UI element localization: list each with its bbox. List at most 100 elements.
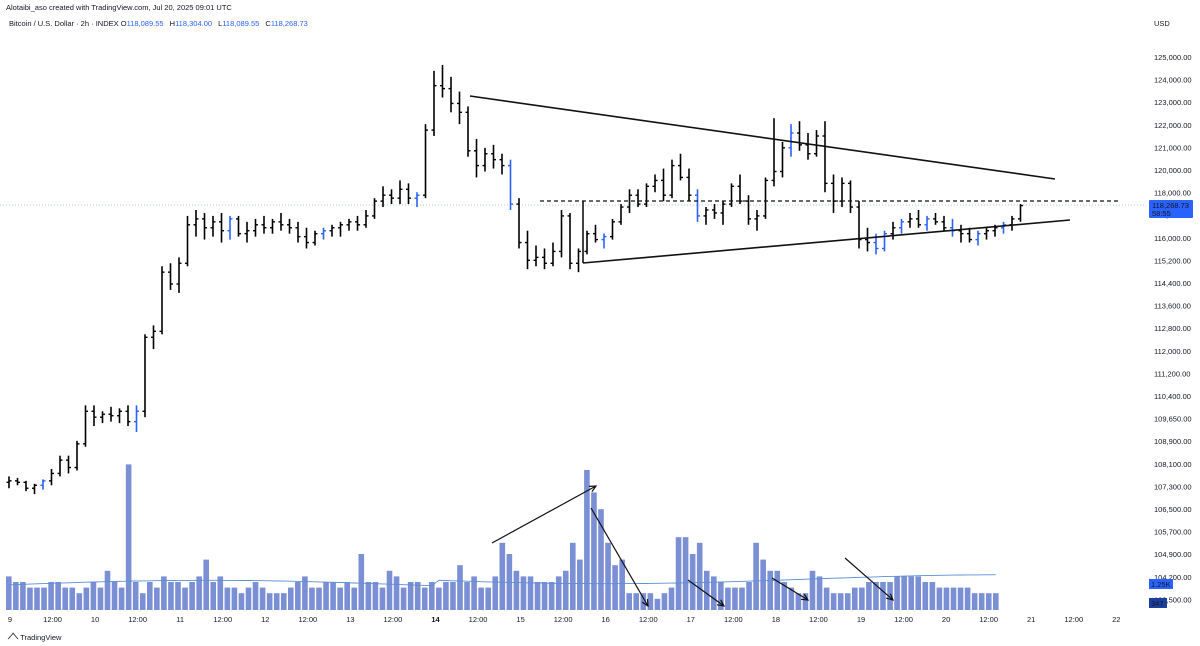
volume-bar [859, 587, 865, 610]
volume-bar [816, 576, 823, 610]
volume-bar [802, 593, 809, 610]
volume-bar [76, 593, 83, 610]
volume-bar [485, 587, 491, 610]
symbol-legend: Bitcoin / U.S. Dollar · 2h · INDEX O118,… [9, 19, 312, 28]
price-tick-label: 121,000.00 [1154, 143, 1192, 152]
volume-arrow-head [800, 593, 810, 601]
volume-bar [20, 582, 26, 610]
volume-bar [400, 587, 407, 610]
volume-bar [993, 593, 999, 610]
volume-bar [675, 537, 682, 610]
volume-bar [351, 587, 358, 610]
volume-bar [478, 587, 484, 610]
volume-bar [41, 587, 47, 610]
price-tick-label: 124,000.00 [1154, 76, 1192, 85]
time-tick-label: 12:00 [639, 615, 658, 624]
volume-bar [732, 587, 738, 610]
time-tick-label: 16 [602, 615, 610, 624]
volume-bar [421, 587, 428, 610]
volume-bar [132, 582, 139, 610]
time-tick-label: 17 [687, 615, 695, 624]
volume-bar [323, 582, 329, 610]
volume-bar [386, 570, 393, 610]
volume-bar [189, 582, 195, 610]
volume-bar [379, 587, 386, 610]
volume-arrow-head [588, 485, 598, 493]
volume-bar [548, 582, 555, 610]
volume-bar [295, 582, 301, 610]
price-tick-label: 108,100.00 [1154, 460, 1192, 469]
volume-ma-badge [1149, 579, 1173, 589]
volume-bar [365, 582, 372, 610]
time-tick-label: 20 [942, 615, 950, 624]
volume-bar [591, 492, 597, 610]
price-tick-label: 122,000.00 [1154, 121, 1192, 130]
time-tick-label: 19 [857, 615, 865, 624]
time-tick-label: 12:00 [384, 615, 403, 624]
volume-bar [393, 576, 400, 610]
volume-badge [1149, 598, 1167, 608]
time-tick-label: 21 [1027, 615, 1035, 624]
volume-bar [725, 587, 731, 610]
price-tick-label: 103,500.00 [1154, 595, 1192, 604]
ohlc-close-label: C [265, 19, 271, 28]
volume-bar [358, 554, 365, 610]
volume-bar [922, 582, 929, 610]
volume-bar [302, 576, 308, 610]
time-tick-label: 15 [516, 615, 524, 624]
volume-bar [612, 565, 618, 610]
symbol-name: Bitcoin / U.S. Dollar · 2h · INDEX [9, 19, 119, 28]
volume-bar [520, 576, 527, 610]
volume-bar [971, 593, 978, 610]
volume-bar [429, 582, 435, 610]
volume-bar [809, 570, 816, 610]
current-price-value: 118,268.73 [1152, 201, 1189, 210]
triangle-upper-line [469, 95, 1056, 180]
volume-bar [259, 587, 266, 610]
volume-bar [6, 576, 12, 610]
volume-bar [471, 576, 477, 610]
time-tick-label: 12:00 [298, 615, 317, 624]
volume-bar [753, 542, 759, 610]
volume-bar [774, 570, 781, 610]
volume-bar [661, 593, 668, 610]
volume-bar [499, 542, 506, 610]
volume-bar [541, 582, 548, 610]
volume-bar [55, 582, 61, 610]
volume-bar [168, 582, 174, 610]
chart-credit: Alotaibi_aso created with TradingView.co… [6, 3, 232, 12]
tradingview-brand[interactable]: ⟋⟍ TradingView [8, 632, 61, 642]
volume-bar [570, 542, 576, 610]
volume-bar [619, 559, 625, 610]
volume-bar [584, 470, 590, 610]
ohlc-open-label: O [120, 19, 127, 28]
price-tick-label: 125,000.00 [1154, 53, 1192, 62]
ohlc-high-label: H [169, 19, 176, 28]
volume-bar [97, 587, 104, 610]
brand-label: TradingView [20, 632, 62, 642]
time-tick-label: 10 [91, 615, 99, 624]
volume-bar [13, 582, 19, 610]
volume-bar [654, 598, 661, 610]
volume-bar [62, 587, 68, 610]
volume-bar [718, 582, 724, 610]
volume-bar [210, 582, 217, 610]
volume-bar [873, 582, 879, 610]
volume-bar [781, 582, 788, 610]
price-tick-label: 108,900.00 [1154, 437, 1192, 446]
volume-bar [280, 593, 287, 610]
currency-label[interactable]: USD [1154, 19, 1170, 28]
volume-ma-line [8, 574, 996, 587]
volume-bar [746, 582, 752, 610]
volume-bar [372, 582, 379, 610]
volume-bar [217, 576, 224, 610]
volume-bar [196, 576, 202, 610]
volume-bar [69, 587, 76, 610]
volume-bar [344, 582, 350, 610]
ohlc-bars [6, 64, 1023, 495]
volume-bar [436, 587, 442, 610]
volume-bar [252, 582, 259, 610]
volume-bar [901, 576, 907, 610]
